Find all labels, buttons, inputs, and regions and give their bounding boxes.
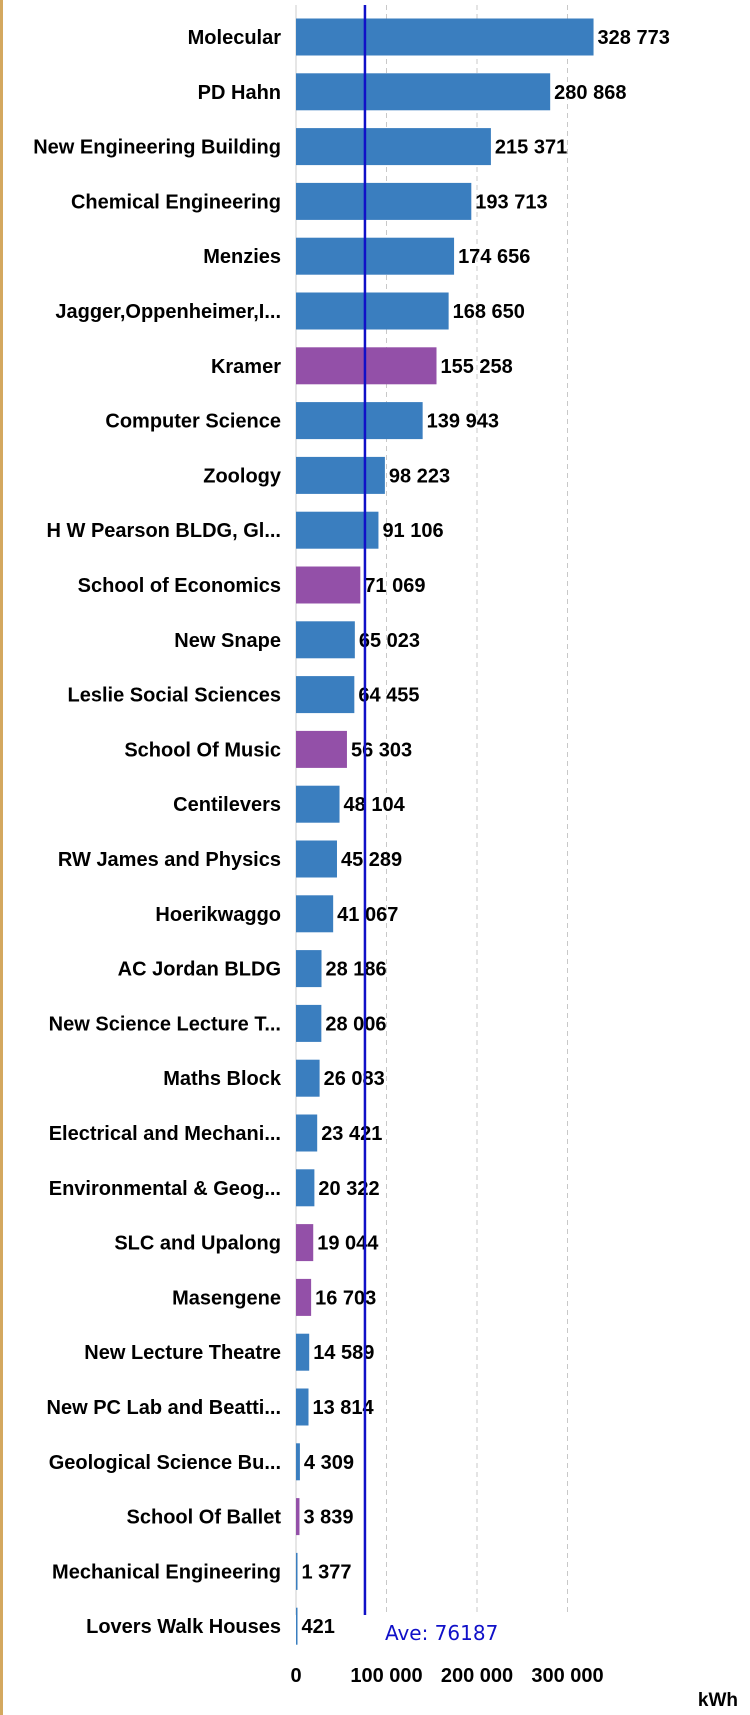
value-label: 328 773 xyxy=(598,27,670,49)
bar xyxy=(296,1388,309,1426)
bar xyxy=(296,1004,322,1042)
value-label: 421 xyxy=(302,1616,335,1638)
value-label: 65 023 xyxy=(359,630,420,652)
bar xyxy=(296,292,449,330)
value-label: 20 322 xyxy=(318,1178,379,1200)
value-label: 3 839 xyxy=(303,1507,353,1529)
value-label: 26 083 xyxy=(324,1068,385,1090)
bar xyxy=(296,182,472,220)
category-label: New Engineering Building xyxy=(33,137,281,159)
bar xyxy=(296,840,337,878)
value-label: 215 371 xyxy=(495,137,567,159)
category-label: Centilevers xyxy=(173,794,281,816)
bar xyxy=(296,785,340,823)
value-label: 48 104 xyxy=(344,794,406,816)
category-label: School Of Music xyxy=(124,739,281,761)
bar xyxy=(296,566,361,604)
value-label: 168 650 xyxy=(453,301,525,323)
bar xyxy=(296,128,491,166)
bar xyxy=(296,1169,315,1207)
value-label: 16 703 xyxy=(315,1287,376,1309)
category-label: Menzies xyxy=(203,246,281,268)
category-label: Chemical Engineering xyxy=(71,191,281,213)
value-label: 45 289 xyxy=(341,849,402,871)
value-label: 174 656 xyxy=(458,246,530,268)
bar xyxy=(296,895,334,933)
bar xyxy=(296,950,322,988)
value-label: 14 589 xyxy=(313,1342,374,1364)
category-label: Environmental & Geog... xyxy=(49,1178,281,1200)
category-label: School Of Ballet xyxy=(127,1507,282,1529)
value-label: 28 006 xyxy=(325,1013,386,1035)
bar xyxy=(296,1443,300,1481)
x-axis-unit-label: kWh xyxy=(697,1690,738,1711)
category-label: Lovers Walk Houses xyxy=(86,1616,281,1638)
bar xyxy=(296,237,455,275)
value-label: 155 258 xyxy=(441,356,513,378)
bar xyxy=(296,1278,312,1316)
x-tick-label: 0 xyxy=(290,1665,301,1687)
category-label: RW James and Physics xyxy=(58,849,281,871)
value-label: 23 421 xyxy=(321,1123,382,1145)
value-label: 1 377 xyxy=(302,1561,352,1583)
bar xyxy=(296,18,594,56)
bar xyxy=(296,402,423,440)
bar xyxy=(296,621,355,659)
value-label: 41 067 xyxy=(337,904,398,926)
category-label: Masengene xyxy=(172,1287,281,1309)
value-label: 28 186 xyxy=(326,959,387,981)
category-label: New Science Lecture T... xyxy=(49,1013,281,1035)
category-label: Maths Block xyxy=(163,1068,282,1090)
category-label: Jagger,Oppenheimer,I... xyxy=(55,301,281,323)
category-label: Zoology xyxy=(203,465,282,487)
category-label: H W Pearson BLDG, Gl... xyxy=(47,520,281,542)
value-label: 56 303 xyxy=(351,739,412,761)
value-label: 98 223 xyxy=(389,465,450,487)
bar xyxy=(296,1059,320,1097)
bar xyxy=(296,1607,298,1645)
bar xyxy=(296,1552,298,1590)
bar xyxy=(296,1333,310,1371)
category-label: Molecular xyxy=(188,27,282,49)
category-label: Kramer xyxy=(211,356,281,378)
category-label: Mechanical Engineering xyxy=(52,1561,281,1583)
bar xyxy=(296,347,437,385)
category-label: Computer Science xyxy=(105,411,281,433)
category-label: AC Jordan BLDG xyxy=(118,959,281,981)
left-border xyxy=(0,0,3,1715)
category-label: PD Hahn xyxy=(198,82,281,104)
value-label: 64 455 xyxy=(358,685,419,707)
category-label: New Lecture Theatre xyxy=(84,1342,281,1364)
value-label: 193 713 xyxy=(475,191,547,213)
value-label: 19 044 xyxy=(317,1233,379,1255)
x-tick-label: 300 000 xyxy=(531,1665,603,1687)
bar xyxy=(296,456,385,494)
category-label: New Snape xyxy=(174,630,281,652)
value-label: 280 868 xyxy=(554,82,626,104)
value-label: 4 309 xyxy=(304,1452,354,1474)
category-label: New PC Lab and Beatti... xyxy=(47,1397,281,1419)
bar xyxy=(296,73,551,111)
category-label: Leslie Social Sciences xyxy=(68,685,281,707)
value-label: 71 069 xyxy=(364,575,425,597)
bar xyxy=(296,1498,300,1536)
value-label: 139 943 xyxy=(427,411,499,433)
bar xyxy=(296,676,355,714)
value-label: 13 814 xyxy=(313,1397,375,1419)
category-label: Electrical and Mechani... xyxy=(49,1123,281,1145)
bar xyxy=(296,1224,314,1262)
category-label: Geological Science Bu... xyxy=(49,1452,281,1474)
x-tick-label: 200 000 xyxy=(441,1665,513,1687)
x-tick-label: 100 000 xyxy=(350,1665,422,1687)
category-label: School of Economics xyxy=(78,575,281,597)
bar xyxy=(296,730,347,768)
average-label: Ave: 76187 xyxy=(385,1621,498,1645)
value-label: 91 106 xyxy=(382,520,443,542)
bar xyxy=(296,1114,318,1152)
category-label: SLC and Upalong xyxy=(114,1233,281,1255)
category-label: Hoerikwaggo xyxy=(155,904,281,926)
